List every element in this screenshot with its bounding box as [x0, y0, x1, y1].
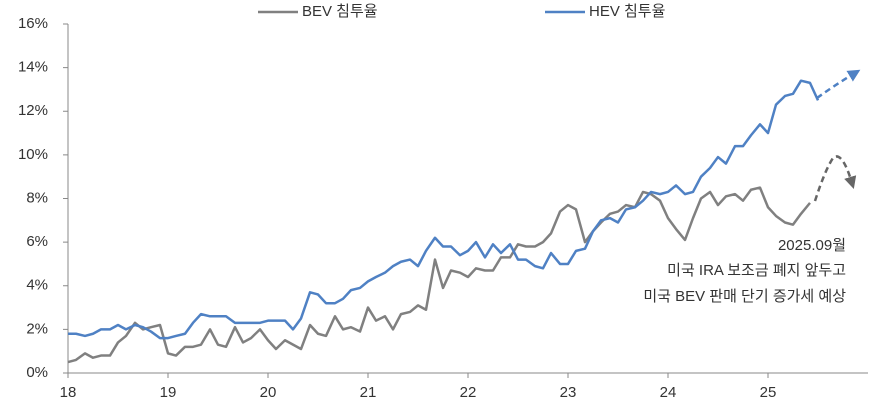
y-tick-label: 2%	[26, 320, 48, 337]
forecast-arrow	[816, 69, 861, 100]
x-tick-label: 19	[160, 384, 177, 401]
annotation: 2025.09월	[778, 237, 846, 254]
x-tick-label: 24	[660, 384, 677, 401]
x-tick-label: 25	[760, 384, 777, 401]
x-tick-label: 20	[260, 384, 277, 401]
legend-label: BEV 침투율	[302, 3, 378, 20]
y-tick-label: 4%	[26, 277, 48, 294]
x-tick-label: 22	[460, 384, 477, 401]
series-line	[67, 186, 811, 364]
legend-label: HEV 침투율	[589, 3, 665, 20]
x-tick-label: 23	[560, 384, 577, 401]
x-tick-label: 18	[60, 384, 77, 401]
x-tick-label: 21	[360, 384, 377, 401]
y-tick-label: 8%	[26, 189, 48, 206]
annotation: 미국 IRA 보조금 폐지 앞두고	[667, 262, 846, 279]
y-tick-label: 12%	[18, 102, 48, 119]
y-tick-label: 0%	[26, 364, 48, 381]
y-tick-label: 6%	[26, 233, 48, 250]
y-tick-label: 16%	[18, 15, 48, 32]
annotation: 미국 BEV 판매 단기 증가세 예상	[643, 288, 846, 305]
forecast-arrow	[813, 155, 857, 202]
y-tick-label: 14%	[18, 59, 48, 76]
series-line	[68, 79, 820, 340]
y-tick-label: 10%	[18, 146, 48, 163]
